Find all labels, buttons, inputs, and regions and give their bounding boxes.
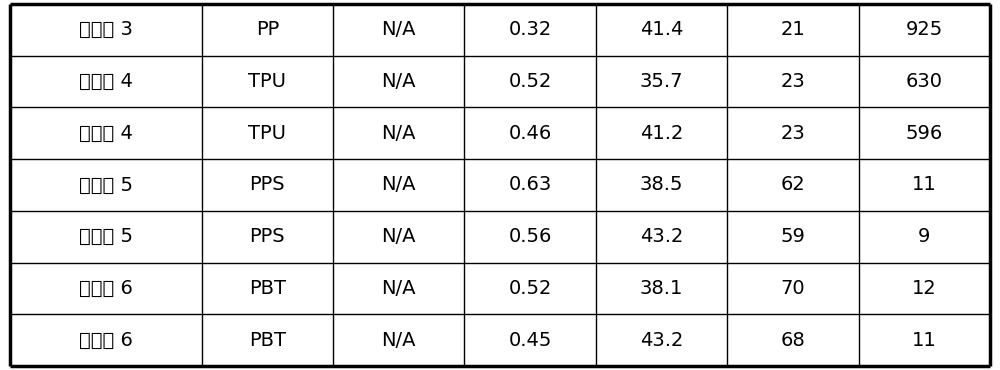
Text: 630: 630 [906, 72, 943, 91]
Text: 12: 12 [912, 279, 937, 298]
Text: 对比例 6: 对比例 6 [79, 331, 133, 350]
Text: 对比例 3: 对比例 3 [79, 20, 133, 39]
Text: N/A: N/A [381, 331, 416, 350]
Text: 0.56: 0.56 [508, 227, 552, 246]
Text: 35.7: 35.7 [640, 72, 683, 91]
Text: PBT: PBT [249, 279, 286, 298]
Text: TPU: TPU [248, 124, 286, 143]
Text: PBT: PBT [249, 331, 286, 350]
Text: 实施例 5: 实施例 5 [79, 175, 133, 195]
Text: 0.46: 0.46 [508, 124, 552, 143]
Text: 23: 23 [781, 124, 805, 143]
Text: 59: 59 [780, 227, 805, 246]
Text: 0.63: 0.63 [508, 175, 552, 195]
Text: 9: 9 [918, 227, 930, 246]
Text: PPS: PPS [250, 227, 285, 246]
Text: N/A: N/A [381, 279, 416, 298]
Text: 41.2: 41.2 [640, 124, 683, 143]
Text: PP: PP [256, 20, 279, 39]
Text: N/A: N/A [381, 20, 416, 39]
Text: N/A: N/A [381, 72, 416, 91]
Text: 0.45: 0.45 [508, 331, 552, 350]
Text: 0.52: 0.52 [508, 279, 552, 298]
Text: 23: 23 [781, 72, 805, 91]
Text: 41.4: 41.4 [640, 20, 683, 39]
Text: 实施例 6: 实施例 6 [79, 279, 133, 298]
Text: 21: 21 [781, 20, 805, 39]
Text: 0.32: 0.32 [508, 20, 552, 39]
Text: 实施例 4: 实施例 4 [79, 72, 133, 91]
Text: 43.2: 43.2 [640, 227, 683, 246]
Text: 对比例 5: 对比例 5 [79, 227, 133, 246]
Text: TPU: TPU [248, 72, 286, 91]
Text: 38.1: 38.1 [640, 279, 683, 298]
Text: 11: 11 [912, 331, 937, 350]
Text: N/A: N/A [381, 175, 416, 195]
Text: 43.2: 43.2 [640, 331, 683, 350]
Text: 68: 68 [781, 331, 805, 350]
Text: 11: 11 [912, 175, 937, 195]
Text: 0.52: 0.52 [508, 72, 552, 91]
Text: N/A: N/A [381, 227, 416, 246]
Text: N/A: N/A [381, 124, 416, 143]
Text: 70: 70 [781, 279, 805, 298]
Text: 38.5: 38.5 [640, 175, 683, 195]
Text: 925: 925 [906, 20, 943, 39]
Text: 596: 596 [906, 124, 943, 143]
Text: PPS: PPS [250, 175, 285, 195]
Text: 62: 62 [781, 175, 805, 195]
Text: 对比例 4: 对比例 4 [79, 124, 133, 143]
